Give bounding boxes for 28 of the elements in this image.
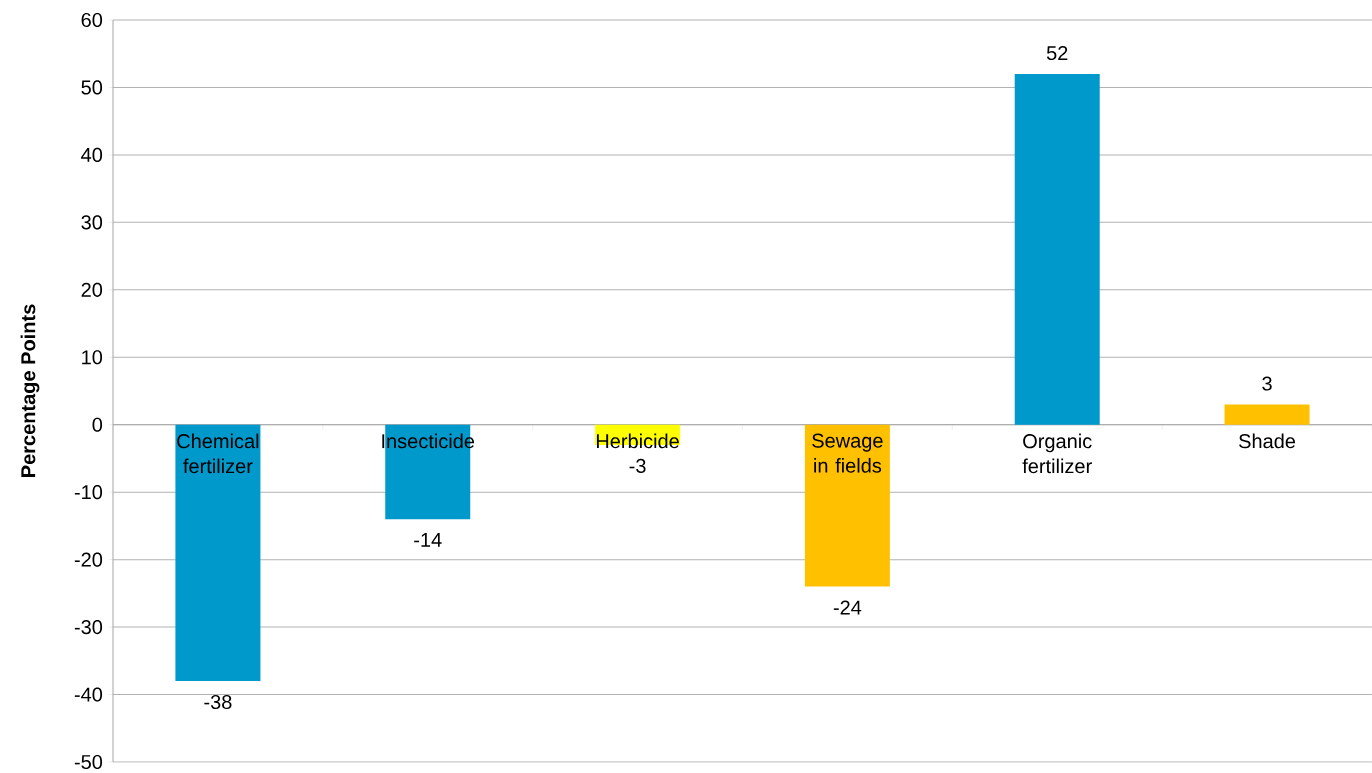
data-label: -3	[629, 458, 646, 473]
bar	[1014, 73, 1100, 425]
x-tick-label: Organic fertilizer	[1022, 433, 1092, 474]
y-tick-label: -10	[74, 485, 103, 500]
bar	[1224, 404, 1310, 425]
y-tick-label: 30	[81, 215, 103, 230]
y-tick-label: 60	[81, 12, 103, 28]
x-tick-label: Sewage in fields	[812, 433, 883, 473]
data-label: -24	[833, 600, 862, 615]
bar	[175, 424, 261, 682]
x-tick-label: Chemical fertilizer	[177, 433, 259, 474]
x-tick-label: Herbicide	[596, 433, 679, 449]
bar	[804, 424, 890, 587]
y-tick-label: -50	[74, 754, 103, 770]
x-tick-label: Shade	[1239, 433, 1296, 449]
data-label: 52	[1046, 45, 1068, 61]
y-tick-label: -20	[74, 552, 103, 567]
y-tick-label: 50	[81, 80, 103, 95]
data-label: -14	[414, 533, 442, 547]
data-label: -38	[204, 694, 232, 710]
y-tick-label: 20	[81, 282, 103, 297]
y-tick-label: 0	[92, 417, 103, 432]
y-tick-label: -40	[74, 687, 103, 702]
y-tick-label: -30	[74, 620, 103, 635]
data-label: 3	[1262, 376, 1272, 391]
y-tick-label: 10	[82, 350, 103, 365]
y-axis-title: Percentage Points	[20, 304, 40, 477]
y-tick-label: 40	[81, 147, 103, 162]
